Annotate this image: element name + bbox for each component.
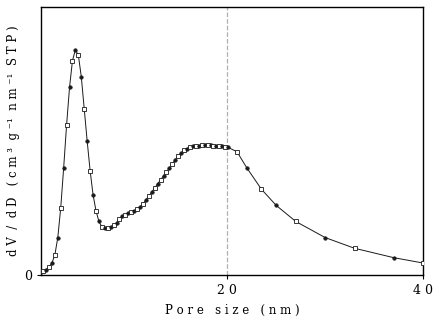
Y-axis label: d V  /  d D   ( c m ³  g ⁻¹  n m ⁻¹  S T P ): d V / d D ( c m ³ g ⁻¹ n m ⁻¹ S T P ): [7, 26, 20, 256]
X-axis label: P o r e   s i z e   ( n m ): P o r e s i z e ( n m ): [165, 304, 299, 317]
